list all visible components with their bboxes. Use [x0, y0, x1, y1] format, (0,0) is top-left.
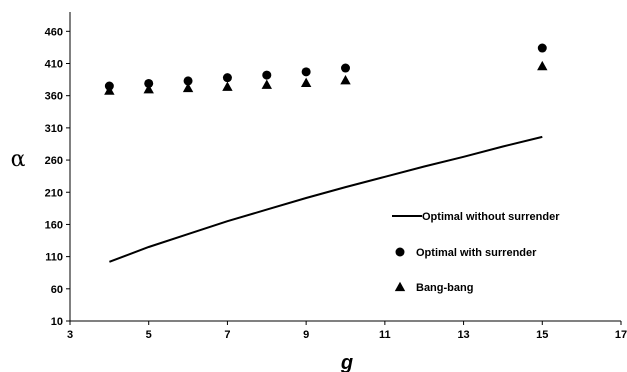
data-point — [300, 77, 312, 87]
data-point — [537, 43, 547, 53]
y-tick-label: 10 — [51, 316, 63, 328]
y-tick-label: 310 — [45, 123, 63, 135]
x-tick-label: 5 — [146, 329, 152, 341]
y-axis-ticks: 10 60 110 160 210 260 310 360 410 460 — [45, 26, 70, 328]
y-tick-label: 160 — [45, 219, 63, 231]
axes — [69, 12, 621, 322]
x-tick-label: 9 — [303, 329, 309, 341]
data-point — [301, 67, 311, 77]
x-axis-ticks: 3 5 7 9 11 13 15 17 — [67, 321, 627, 341]
legend-swatch — [395, 247, 405, 257]
legend-label: Optimal without surrender — [422, 211, 560, 223]
x-tick-label: 11 — [379, 329, 391, 341]
legend-label: Bang-bang — [416, 282, 473, 294]
legend-swatch — [394, 281, 406, 292]
data-point — [261, 79, 272, 89]
y-tick-label: 460 — [45, 26, 63, 38]
data-point — [143, 84, 154, 94]
legend-item: Optimal without surrender — [392, 211, 560, 223]
x-tick-label: 7 — [224, 329, 230, 341]
series-layer — [104, 43, 548, 263]
series-2 — [104, 60, 548, 95]
series-0 — [109, 135, 543, 263]
x-tick-label: 17 — [615, 329, 627, 341]
legend-item: Optimal with surrender — [395, 247, 537, 259]
data-point — [222, 81, 233, 91]
data-point — [537, 60, 548, 71]
data-point — [341, 63, 350, 73]
data-point — [340, 75, 351, 85]
data-point — [104, 85, 115, 95]
data-point — [222, 73, 232, 83]
y-tick-label: 360 — [45, 91, 63, 103]
y-tick-label: 260 — [45, 155, 63, 167]
legend-item: Bang-bang — [394, 281, 473, 294]
y-tick-label: 210 — [45, 187, 63, 199]
legend: Optimal without surrender Optimal with su… — [392, 211, 560, 294]
legend-label: Optimal with surrender — [416, 247, 537, 259]
data-point — [144, 78, 154, 88]
series-line — [109, 135, 543, 263]
x-tick-label: 13 — [457, 329, 469, 341]
x-tick-label: 15 — [536, 329, 548, 341]
data-point — [183, 76, 193, 86]
y-tick-label: 410 — [45, 59, 63, 71]
y-tick-label: 110 — [45, 252, 63, 264]
series-1 — [104, 43, 547, 91]
data-point — [262, 70, 272, 80]
data-point — [182, 82, 194, 93]
x-tick-label: 3 — [67, 329, 73, 341]
x-axis-title: g — [340, 352, 353, 372]
y-axis-title: α — [11, 147, 26, 172]
y-tick-label: 60 — [51, 284, 63, 296]
